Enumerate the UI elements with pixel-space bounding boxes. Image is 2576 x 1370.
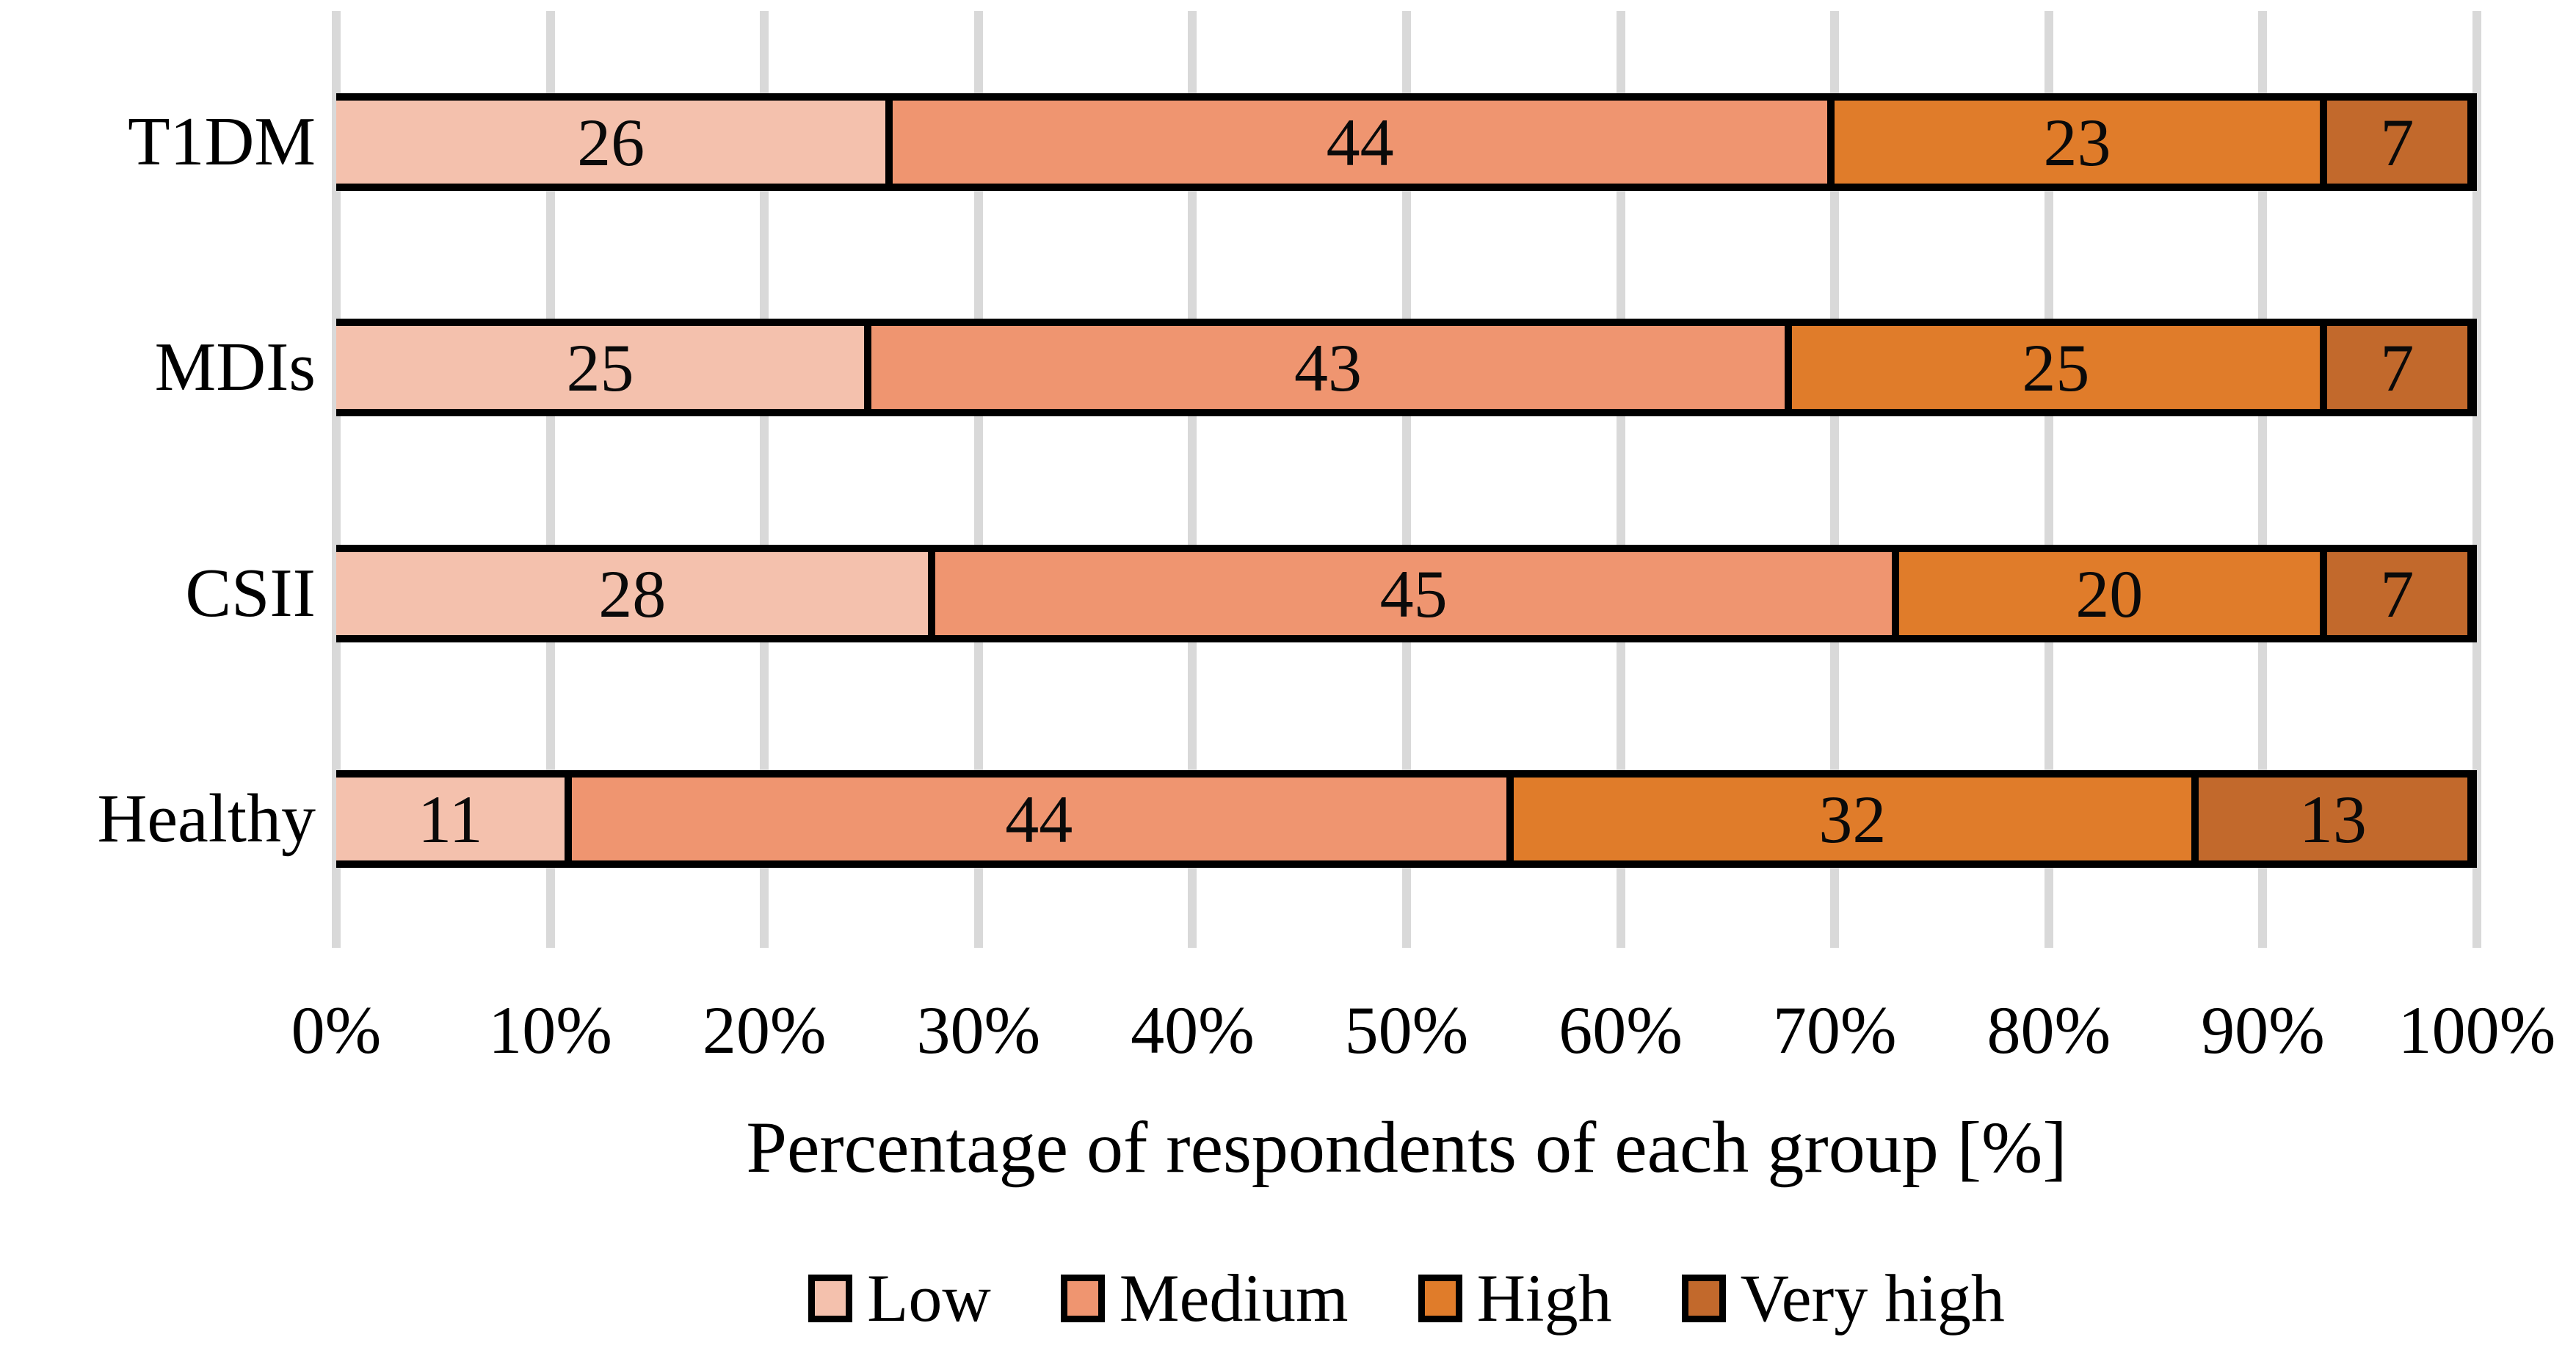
legend-swatch-high <box>1418 1274 1462 1322</box>
x-tick-70-: 70% <box>1772 993 1897 1068</box>
category-label-mdis: MDIs <box>154 329 316 405</box>
x-tick-60-: 60% <box>1559 993 1683 1068</box>
bar-row-mdis: 25 43 25 7 <box>336 319 2477 416</box>
legend-swatch-low <box>808 1274 853 1322</box>
bar-segment-value: 11 <box>418 781 483 857</box>
legend-swatch-medium <box>1060 1274 1105 1322</box>
bar-segment-value: 44 <box>1005 781 1073 857</box>
legend-label-high: High <box>1476 1261 1612 1335</box>
x-tick-100-: 100% <box>2398 993 2556 1068</box>
x-tick-0-: 0% <box>291 993 382 1068</box>
bar-segment-csii-low: 28 <box>336 552 936 635</box>
gridline-70- <box>1830 11 1840 948</box>
bar-segment-mdis-medium: 43 <box>871 326 1792 409</box>
bar-segment-value: 25 <box>566 330 634 405</box>
legend-label-medium: Medium <box>1119 1261 1349 1335</box>
bar-segment-mdis-high: 25 <box>1791 326 2327 409</box>
bar-segment-value: 43 <box>1294 330 1362 405</box>
bar-segment-value: 32 <box>1818 781 1887 857</box>
x-tick-20-: 20% <box>702 993 827 1068</box>
gridline-50- <box>1402 11 1411 948</box>
bar-row-csii: 28 45 20 7 <box>336 545 2477 642</box>
legend-item-medium: Medium <box>1060 1261 1349 1335</box>
bar-segment-healthy-very-high: 13 <box>2198 778 2477 860</box>
bar-segment-value: 45 <box>1379 556 1448 631</box>
x-axis-title: Percentage of respondents of each group … <box>746 1106 2067 1188</box>
bar-segment-csii-very-high: 7 <box>2326 552 2477 635</box>
legend-swatch-very-high <box>1681 1274 1726 1322</box>
gridline-10- <box>545 11 555 948</box>
bar-segment-t1dm-very-high: 7 <box>2326 101 2477 184</box>
x-tick-50-: 50% <box>1344 993 1469 1068</box>
bar-segment-healthy-medium: 44 <box>571 778 1514 860</box>
bar-segment-value: 26 <box>577 104 645 180</box>
bar-segment-value: 7 <box>2380 556 2414 631</box>
x-tick-80-: 80% <box>1987 993 2111 1068</box>
bar-segment-t1dm-medium: 44 <box>893 101 1835 184</box>
legend: Low Medium High Very high <box>336 1264 2477 1332</box>
bar-segment-healthy-low: 11 <box>336 778 572 860</box>
bar-segment-csii-high: 20 <box>1898 552 2327 635</box>
bar-segment-value: 13 <box>2299 781 2367 857</box>
gridline-30- <box>973 11 983 948</box>
bar-segment-t1dm-high: 23 <box>1835 101 2327 184</box>
x-tick-90-: 90% <box>2201 993 2325 1068</box>
gridline-40- <box>1188 11 1197 948</box>
bar-segment-mdis-very-high: 7 <box>2326 326 2477 409</box>
category-label-csii: CSII <box>185 555 316 631</box>
gridline-100- <box>2472 11 2481 948</box>
legend-item-very-high: Very high <box>1681 1261 2005 1335</box>
bar-segment-csii-medium: 45 <box>935 552 1899 635</box>
category-label-healthy: Healthy <box>97 780 316 857</box>
bar-segment-value: 23 <box>2043 104 2111 180</box>
gridline-0- <box>332 11 341 948</box>
legend-item-low: Low <box>808 1264 991 1332</box>
bar-segment-t1dm-low: 26 <box>336 101 893 184</box>
gridline-80- <box>2044 11 2053 948</box>
gridline-20- <box>760 11 769 948</box>
bar-row-t1dm: 26 44 23 7 <box>336 93 2477 191</box>
bar-segment-value: 25 <box>2022 330 2090 405</box>
legend-label-very-high: Very high <box>1740 1261 2005 1335</box>
x-tick-30-: 30% <box>916 993 1041 1068</box>
x-tick-40-: 40% <box>1131 993 1255 1068</box>
legend-item-high: High <box>1418 1264 1612 1332</box>
bar-segment-value: 7 <box>2380 330 2414 405</box>
x-tick-10-: 10% <box>488 993 612 1068</box>
legend-label-low: Low <box>867 1261 991 1335</box>
bar-segment-value: 44 <box>1326 104 1394 180</box>
gridline-90- <box>2258 11 2268 948</box>
gridline-60- <box>1616 11 1625 948</box>
category-label-t1dm: T1DM <box>128 104 316 180</box>
bar-segment-mdis-low: 25 <box>336 326 871 409</box>
bar-segment-value: 20 <box>2075 556 2144 631</box>
bar-segment-value: 28 <box>598 556 667 631</box>
bar-segment-value: 7 <box>2380 104 2414 180</box>
bar-segment-healthy-high: 32 <box>1513 778 2199 860</box>
bar-row-healthy: 11 44 32 13 <box>336 770 2477 868</box>
